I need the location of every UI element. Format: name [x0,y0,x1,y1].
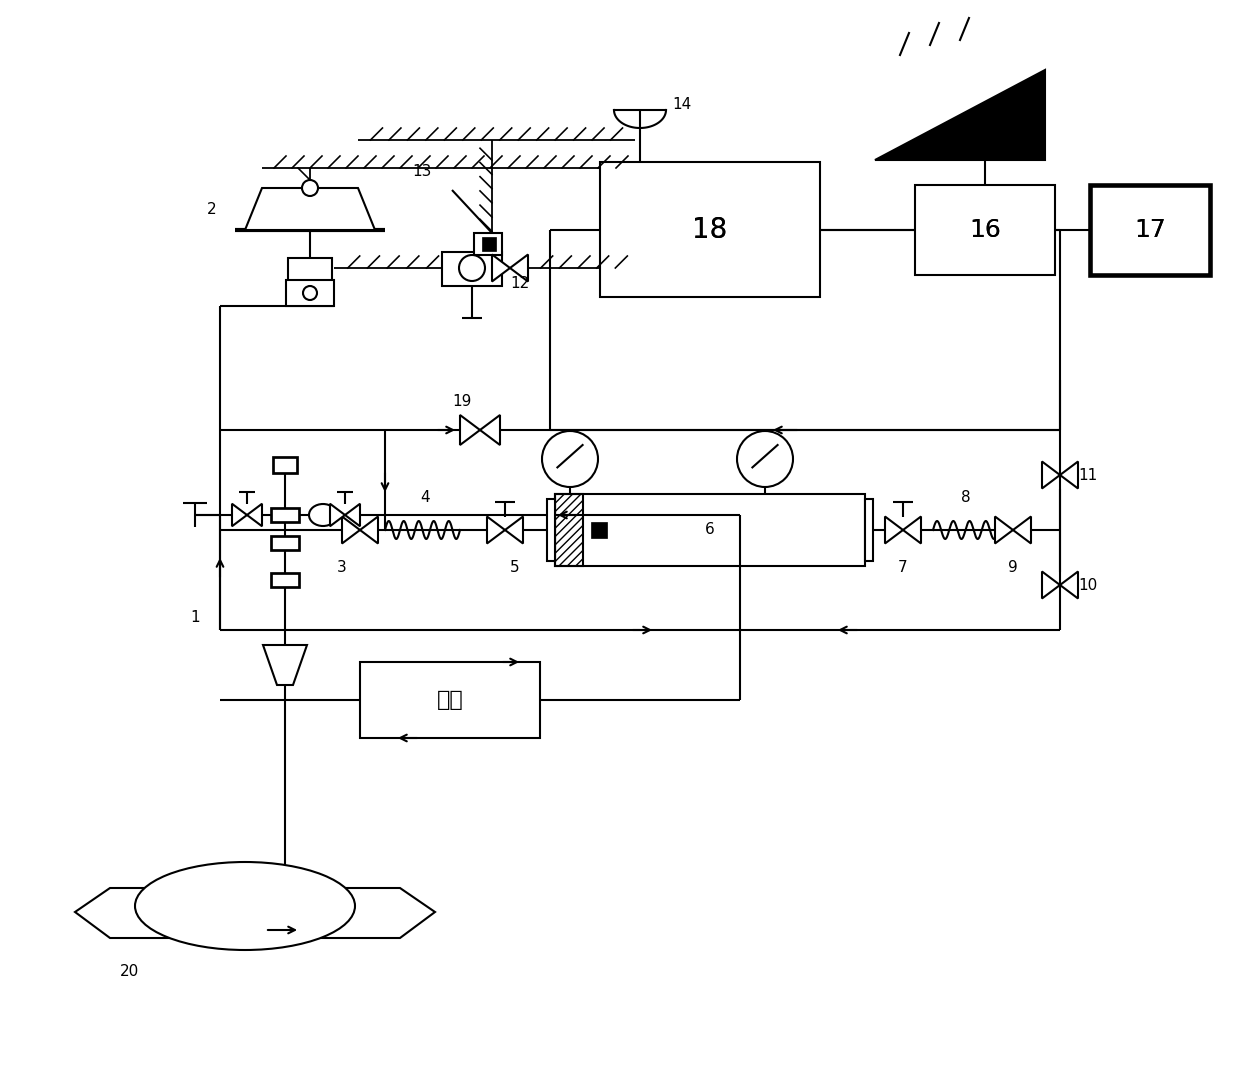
Polygon shape [246,188,374,230]
Polygon shape [1013,516,1030,544]
Bar [1090,186,1210,275]
Ellipse shape [135,861,355,950]
Polygon shape [232,503,247,526]
Polygon shape [345,503,360,526]
Polygon shape [492,255,510,281]
Circle shape [737,431,794,487]
Bar [915,186,1055,275]
Text: 14: 14 [672,98,692,113]
Polygon shape [330,503,345,526]
Bar [556,494,583,566]
Polygon shape [460,414,480,445]
Circle shape [303,180,317,196]
Polygon shape [360,516,378,544]
Polygon shape [487,516,505,544]
Text: 7: 7 [898,560,908,574]
Bar [272,508,299,522]
Polygon shape [263,644,308,685]
Bar [482,237,496,251]
Bar [866,499,873,561]
Text: 2: 2 [207,203,217,217]
Text: 11: 11 [1079,468,1097,483]
Text: 17: 17 [1135,218,1166,242]
Polygon shape [903,516,921,544]
Text: 8: 8 [961,489,971,505]
Text: 13: 13 [413,165,432,179]
Text: 12: 12 [511,276,529,291]
Bar [272,536,299,550]
Text: 6: 6 [706,523,715,537]
Polygon shape [885,516,903,544]
Text: 16: 16 [970,218,1001,242]
Polygon shape [1060,461,1078,488]
Bar [360,662,539,738]
Circle shape [459,255,485,281]
Polygon shape [510,255,528,281]
Bar [286,280,334,306]
Text: 4: 4 [420,489,430,505]
Ellipse shape [309,505,337,526]
Text: 15: 15 [986,102,1004,117]
Text: 20: 20 [120,965,140,980]
Bar [272,573,299,587]
Bar [556,494,866,566]
Polygon shape [505,516,523,544]
Polygon shape [1042,572,1060,599]
Polygon shape [875,71,1045,159]
Circle shape [303,286,317,299]
Text: 3: 3 [337,560,347,574]
Bar [273,457,298,473]
Polygon shape [74,888,435,939]
Text: 18: 18 [692,216,728,244]
Polygon shape [342,516,360,544]
Text: 18: 18 [692,216,728,244]
Polygon shape [247,503,262,526]
Text: 10: 10 [1079,577,1097,592]
Polygon shape [1060,572,1078,599]
Bar [288,258,332,282]
Bar [474,233,502,255]
Bar [600,163,820,297]
Text: 循环: 循环 [436,690,464,710]
Bar [591,522,608,538]
Bar [547,499,556,561]
Polygon shape [994,516,1013,544]
Polygon shape [1042,461,1060,488]
Bar [441,252,502,286]
Polygon shape [480,414,500,445]
Text: 17: 17 [1135,218,1166,242]
Text: 16: 16 [970,218,1001,242]
Circle shape [542,431,598,487]
Text: 1: 1 [190,610,200,625]
Text: 19: 19 [453,395,471,409]
Text: 5: 5 [510,560,520,574]
Text: 9: 9 [1008,560,1018,574]
